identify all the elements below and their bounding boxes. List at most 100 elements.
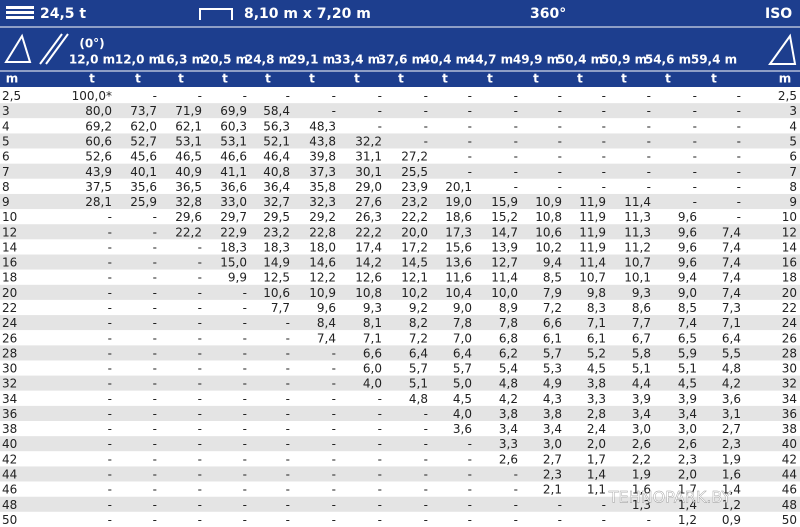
capacity: - xyxy=(243,422,247,436)
capacity: - xyxy=(153,377,157,391)
unit: m xyxy=(6,72,19,86)
capacity: - xyxy=(198,483,202,497)
capacity: 3,6 xyxy=(453,422,472,436)
capacity: 6,1 xyxy=(543,331,562,345)
capacity: 29,7 xyxy=(220,210,247,224)
capacity: - xyxy=(286,377,290,391)
capacity: 3,8 xyxy=(587,377,606,391)
capacity: - xyxy=(737,195,741,209)
row-bg xyxy=(0,254,800,270)
capacity: - xyxy=(108,422,112,436)
capacity: - xyxy=(424,513,428,527)
capacity: 11,4 xyxy=(491,271,518,285)
unit: t xyxy=(309,72,315,86)
capacity: 6,0 xyxy=(363,362,382,376)
capacity: - xyxy=(243,362,247,376)
radius: 38 xyxy=(2,422,17,436)
row-bg xyxy=(0,436,800,452)
capacity: - xyxy=(693,165,697,179)
radius: 6 xyxy=(2,150,10,164)
capacity: 17,3 xyxy=(445,225,472,239)
row-bg xyxy=(0,103,800,119)
capacity: 6,7 xyxy=(632,331,651,345)
capacity: 6,4 xyxy=(722,331,741,345)
capacity: - xyxy=(737,104,741,118)
radius: 46 xyxy=(782,483,797,497)
row-bg xyxy=(0,481,800,497)
unit: t xyxy=(533,72,539,86)
capacity: - xyxy=(108,437,112,451)
capacity: - xyxy=(108,331,112,345)
capacity: - xyxy=(108,316,112,330)
capacity: - xyxy=(108,377,112,391)
capacity: 8,5 xyxy=(543,271,562,285)
capacity: 4,5 xyxy=(587,362,606,376)
capacity: 2,1 xyxy=(543,483,562,497)
capacity: - xyxy=(378,452,382,466)
capacity: - xyxy=(153,210,157,224)
capacity: - xyxy=(198,377,202,391)
capacity: 5,7 xyxy=(409,362,428,376)
capacity: 40,1 xyxy=(130,165,157,179)
capacity: 9,0 xyxy=(453,301,472,315)
capacity: 1,9 xyxy=(722,452,741,466)
capacity: 6,4 xyxy=(453,346,472,360)
crane-icon xyxy=(4,33,69,65)
unit: t xyxy=(442,72,448,86)
capacity: 5,0 xyxy=(453,377,472,391)
capacity: 73,7 xyxy=(130,104,157,118)
radius: 4 xyxy=(2,119,10,133)
capacity: 2,7 xyxy=(543,452,562,466)
capacity: - xyxy=(468,437,472,451)
capacity: - xyxy=(332,483,336,497)
capacity: 22,2 xyxy=(175,225,202,239)
unit: t xyxy=(135,72,141,86)
row-bg xyxy=(0,375,800,391)
capacity: 5,3 xyxy=(543,362,562,376)
row-bg xyxy=(0,360,800,376)
standard: ISO xyxy=(765,6,792,22)
capacity: - xyxy=(153,483,157,497)
capacity: - xyxy=(737,210,741,224)
capacity: - xyxy=(243,301,247,315)
radius: 20 xyxy=(782,286,797,300)
capacity: 32,7 xyxy=(263,195,290,209)
capacity: - xyxy=(514,150,518,164)
capacity: 10,9 xyxy=(535,195,562,209)
capacity: - xyxy=(514,468,518,482)
capacity: - xyxy=(378,468,382,482)
capacity: - xyxy=(468,134,472,148)
capacity: 4,8 xyxy=(499,377,518,391)
capacity: - xyxy=(153,225,157,239)
rotation: 360° xyxy=(530,6,566,22)
radius: 48 xyxy=(782,498,797,512)
capacity: 2,0 xyxy=(678,468,697,482)
capacity: 52,7 xyxy=(130,134,157,148)
capacity: - xyxy=(108,225,112,239)
capacity: 3,4 xyxy=(632,407,651,421)
weight: 24,5 t xyxy=(40,6,86,22)
capacity: 11,9 xyxy=(579,210,606,224)
capacity: 12,5 xyxy=(263,271,290,285)
row-bg xyxy=(0,209,800,225)
capacity: 5,2 xyxy=(587,346,606,360)
capacity: 7,9 xyxy=(543,286,562,300)
capacity: - xyxy=(243,316,247,330)
capacity: 1,6 xyxy=(722,468,741,482)
capacity: - xyxy=(514,498,518,512)
capacity: - xyxy=(286,422,290,436)
capacity: - xyxy=(468,452,472,466)
capacity: 2,2 xyxy=(632,452,651,466)
capacity: 14,2 xyxy=(355,256,382,270)
capacity: 5,5 xyxy=(722,346,741,360)
capacity: - xyxy=(424,134,428,148)
capacity: - xyxy=(243,513,247,527)
capacity: - xyxy=(108,346,112,360)
capacity: - xyxy=(243,331,247,345)
capacity: 3,6 xyxy=(722,392,741,406)
radius: 12 xyxy=(2,225,17,239)
row-bg xyxy=(0,390,800,406)
capacity: 8,2 xyxy=(409,316,428,330)
radius: 5 xyxy=(2,134,10,148)
capacity: 4,8 xyxy=(409,392,428,406)
